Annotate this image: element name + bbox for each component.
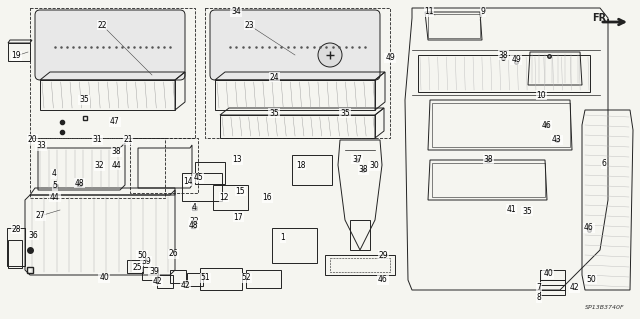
Text: SP13B3740F: SP13B3740F — [586, 305, 625, 310]
Text: 36: 36 — [28, 231, 38, 240]
Text: 39: 39 — [149, 266, 159, 276]
Bar — [182, 173, 222, 201]
Text: 38: 38 — [498, 50, 508, 60]
Text: 23: 23 — [244, 20, 254, 29]
Text: 24: 24 — [269, 72, 279, 81]
Text: 41: 41 — [506, 204, 516, 213]
Text: 12: 12 — [220, 192, 228, 202]
Text: 50: 50 — [586, 275, 596, 284]
Text: 35: 35 — [79, 95, 89, 105]
Text: 34: 34 — [231, 8, 241, 17]
Text: 40: 40 — [543, 270, 553, 278]
Text: 26: 26 — [168, 249, 178, 258]
Text: 38: 38 — [111, 147, 121, 157]
Text: 11: 11 — [424, 8, 434, 17]
Text: 42: 42 — [569, 284, 579, 293]
Text: 46: 46 — [584, 224, 594, 233]
Text: 22: 22 — [97, 20, 107, 29]
Text: 31: 31 — [92, 136, 102, 145]
Text: 50: 50 — [137, 250, 147, 259]
Circle shape — [318, 43, 342, 67]
Text: 42: 42 — [180, 280, 190, 290]
Text: 35: 35 — [340, 108, 350, 117]
Text: 30: 30 — [369, 161, 379, 170]
Text: 27: 27 — [35, 211, 45, 220]
Text: 20: 20 — [27, 135, 37, 144]
Text: 52: 52 — [241, 273, 251, 283]
Bar — [7, 228, 25, 266]
Text: 16: 16 — [262, 194, 272, 203]
Text: 14: 14 — [183, 176, 193, 186]
Text: 42: 42 — [152, 277, 162, 286]
Bar — [30, 138, 165, 198]
Text: 44: 44 — [111, 160, 121, 169]
FancyBboxPatch shape — [210, 10, 380, 80]
Bar — [130, 138, 198, 193]
Bar — [292, 155, 332, 185]
Text: 15: 15 — [235, 187, 245, 196]
Text: 1: 1 — [280, 234, 285, 242]
Text: 32: 32 — [94, 161, 104, 170]
Text: 28: 28 — [12, 225, 20, 234]
Text: 4: 4 — [52, 169, 56, 179]
Text: 13: 13 — [232, 155, 242, 165]
Text: 40: 40 — [99, 273, 109, 283]
Text: 38: 38 — [358, 166, 368, 174]
Text: 46: 46 — [378, 276, 388, 285]
Text: 48: 48 — [74, 179, 84, 188]
Bar — [428, 14, 480, 38]
Text: 43: 43 — [552, 136, 562, 145]
Bar — [30, 8, 195, 138]
Bar — [246, 270, 281, 288]
Text: 47: 47 — [110, 117, 120, 127]
FancyBboxPatch shape — [35, 10, 185, 80]
Text: 32: 32 — [189, 218, 199, 226]
Text: 35: 35 — [269, 108, 279, 117]
Text: 44: 44 — [50, 192, 60, 202]
Text: 45: 45 — [193, 174, 203, 182]
Text: 7: 7 — [536, 283, 541, 292]
Text: FR.: FR. — [592, 13, 610, 23]
Text: 5: 5 — [52, 182, 58, 190]
Text: 17: 17 — [233, 212, 243, 221]
Text: 10: 10 — [536, 91, 546, 100]
Text: 6: 6 — [602, 160, 607, 168]
Text: 51: 51 — [200, 273, 210, 283]
Bar — [432, 163, 545, 197]
Bar — [8, 43, 30, 61]
Text: 39: 39 — [141, 256, 151, 265]
Text: 38: 38 — [483, 154, 493, 164]
Bar — [195, 162, 225, 184]
Bar — [205, 8, 390, 138]
Text: 4: 4 — [191, 203, 196, 211]
Text: 21: 21 — [124, 136, 132, 145]
Text: 9: 9 — [481, 8, 485, 17]
Text: 8: 8 — [536, 293, 541, 302]
Text: 37: 37 — [352, 154, 362, 164]
Bar — [200, 268, 242, 290]
Text: 48: 48 — [188, 220, 198, 229]
Bar — [272, 228, 317, 263]
Bar — [432, 103, 570, 147]
Text: 25: 25 — [132, 263, 142, 271]
Text: 33: 33 — [36, 142, 46, 151]
Bar — [213, 185, 248, 210]
Bar — [330, 258, 390, 272]
Text: 49: 49 — [511, 56, 521, 64]
Text: 35: 35 — [522, 206, 532, 216]
Text: 19: 19 — [11, 51, 21, 61]
Text: 46: 46 — [541, 121, 551, 130]
Text: 18: 18 — [296, 160, 306, 169]
Text: 29: 29 — [378, 250, 388, 259]
Text: 49: 49 — [385, 54, 395, 63]
